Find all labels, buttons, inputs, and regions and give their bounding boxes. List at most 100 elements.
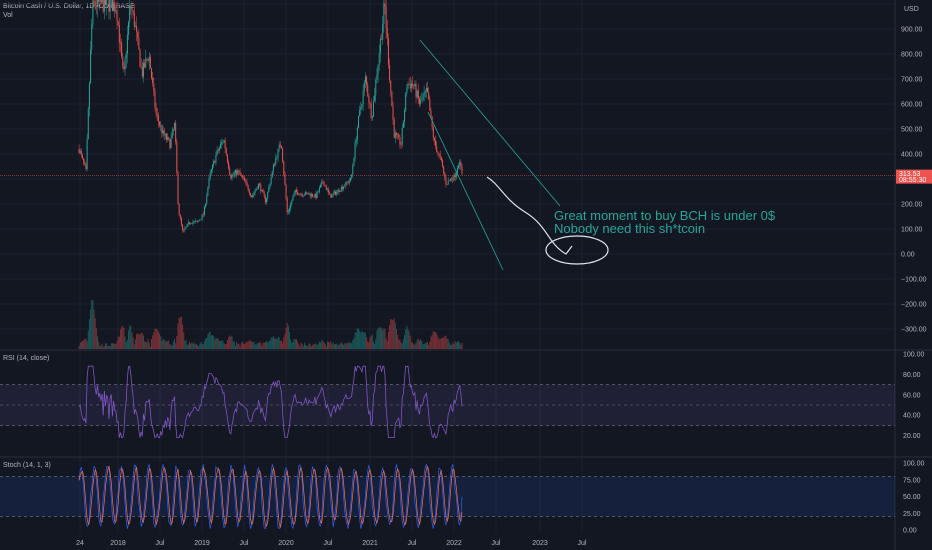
volume-bar xyxy=(391,319,393,349)
candle-body xyxy=(338,189,340,192)
volume-bar xyxy=(352,339,354,349)
candle-body xyxy=(313,196,315,198)
time-tick-label: 2020 xyxy=(278,540,294,547)
candle-body xyxy=(363,82,365,91)
candle-body xyxy=(128,21,130,35)
candle-body xyxy=(379,38,381,54)
volume-bar xyxy=(414,344,416,349)
volume-bar xyxy=(358,328,360,349)
candle-body xyxy=(124,58,126,70)
candle-body xyxy=(151,68,153,78)
candle-body xyxy=(458,165,460,169)
volume-bar xyxy=(85,338,87,349)
volume-bar xyxy=(230,336,232,349)
volume-bar xyxy=(329,342,331,349)
candle-body xyxy=(339,191,341,192)
candle-body xyxy=(366,76,368,85)
hand-drawn-arrow xyxy=(486,176,573,255)
candle-body xyxy=(165,134,167,140)
volume-bar xyxy=(95,328,97,349)
candle-body xyxy=(353,158,355,166)
volume-bar xyxy=(122,325,124,349)
candle-body xyxy=(393,119,395,138)
candle-body xyxy=(302,195,304,197)
volume-bar xyxy=(282,343,284,349)
volume-bar xyxy=(233,341,235,349)
volume-bar xyxy=(417,338,419,349)
candle-body xyxy=(322,181,324,183)
volume-bar xyxy=(148,342,150,349)
stoch-band xyxy=(0,476,895,517)
candle-body xyxy=(252,194,254,198)
candle-body xyxy=(249,193,251,196)
volume-bar xyxy=(183,332,185,349)
candle-body xyxy=(230,174,232,179)
volume-bar xyxy=(125,341,127,349)
volume-bar xyxy=(394,322,396,349)
candle-body xyxy=(202,214,204,215)
stoch-d-line xyxy=(78,465,463,529)
volume-bar xyxy=(198,346,200,349)
candle-body xyxy=(261,189,263,192)
volume-bar xyxy=(338,344,340,349)
volume-bar xyxy=(429,341,431,349)
volume-bar xyxy=(305,345,307,349)
candle-body xyxy=(103,0,105,12)
candle-body xyxy=(297,191,299,195)
volume-bar xyxy=(179,316,181,349)
price-tick-label: 200.00 xyxy=(901,202,923,209)
price-tick-label: 600.00 xyxy=(901,102,923,109)
volume-bar xyxy=(341,343,343,349)
stoch-tick-label: 75.00 xyxy=(903,477,921,484)
volume-bar xyxy=(109,346,111,349)
candle-body xyxy=(134,26,136,27)
volume-bar xyxy=(262,342,264,349)
volume-bar xyxy=(307,346,309,349)
current-price-countdown: 08:55:30 xyxy=(899,177,926,184)
volume-bar xyxy=(194,344,196,349)
volume-bar xyxy=(369,337,371,349)
candle-body xyxy=(412,83,414,85)
volume-bar xyxy=(188,341,190,349)
candle-body xyxy=(185,226,187,229)
volume-bar xyxy=(424,343,426,349)
candle-body xyxy=(113,2,115,12)
volume-bar xyxy=(431,334,433,349)
candle-body xyxy=(431,116,433,128)
candle-body xyxy=(179,214,181,218)
candle-body xyxy=(122,56,124,67)
volume-bar xyxy=(372,341,374,349)
candle-body xyxy=(109,0,111,12)
volume-bar xyxy=(117,336,119,349)
candle-body xyxy=(446,184,448,186)
volume-bar xyxy=(270,337,272,349)
volume-bar xyxy=(154,328,156,349)
volume-bar xyxy=(374,344,376,349)
candle-body xyxy=(267,192,269,199)
candle-body xyxy=(445,177,447,185)
volume-bar xyxy=(390,318,392,349)
candle-body xyxy=(200,219,202,220)
volume-bar xyxy=(310,346,312,349)
candle-body xyxy=(207,187,209,196)
volume-bar xyxy=(278,337,280,349)
candle-body xyxy=(100,0,102,3)
candle-body xyxy=(216,150,218,156)
candle-body xyxy=(176,141,178,173)
candle-body xyxy=(95,5,97,8)
candle-body xyxy=(360,106,362,110)
candle-body xyxy=(144,62,146,68)
candle-body xyxy=(118,25,120,43)
volume-bar xyxy=(351,343,353,349)
candle-body xyxy=(295,189,297,192)
candle-body xyxy=(192,222,194,224)
volume-bar xyxy=(298,344,300,349)
volume-bar xyxy=(226,340,228,349)
volume-bar xyxy=(210,335,212,349)
candle-body xyxy=(92,0,94,25)
stoch-panel xyxy=(0,463,895,530)
candle-body xyxy=(167,137,169,140)
